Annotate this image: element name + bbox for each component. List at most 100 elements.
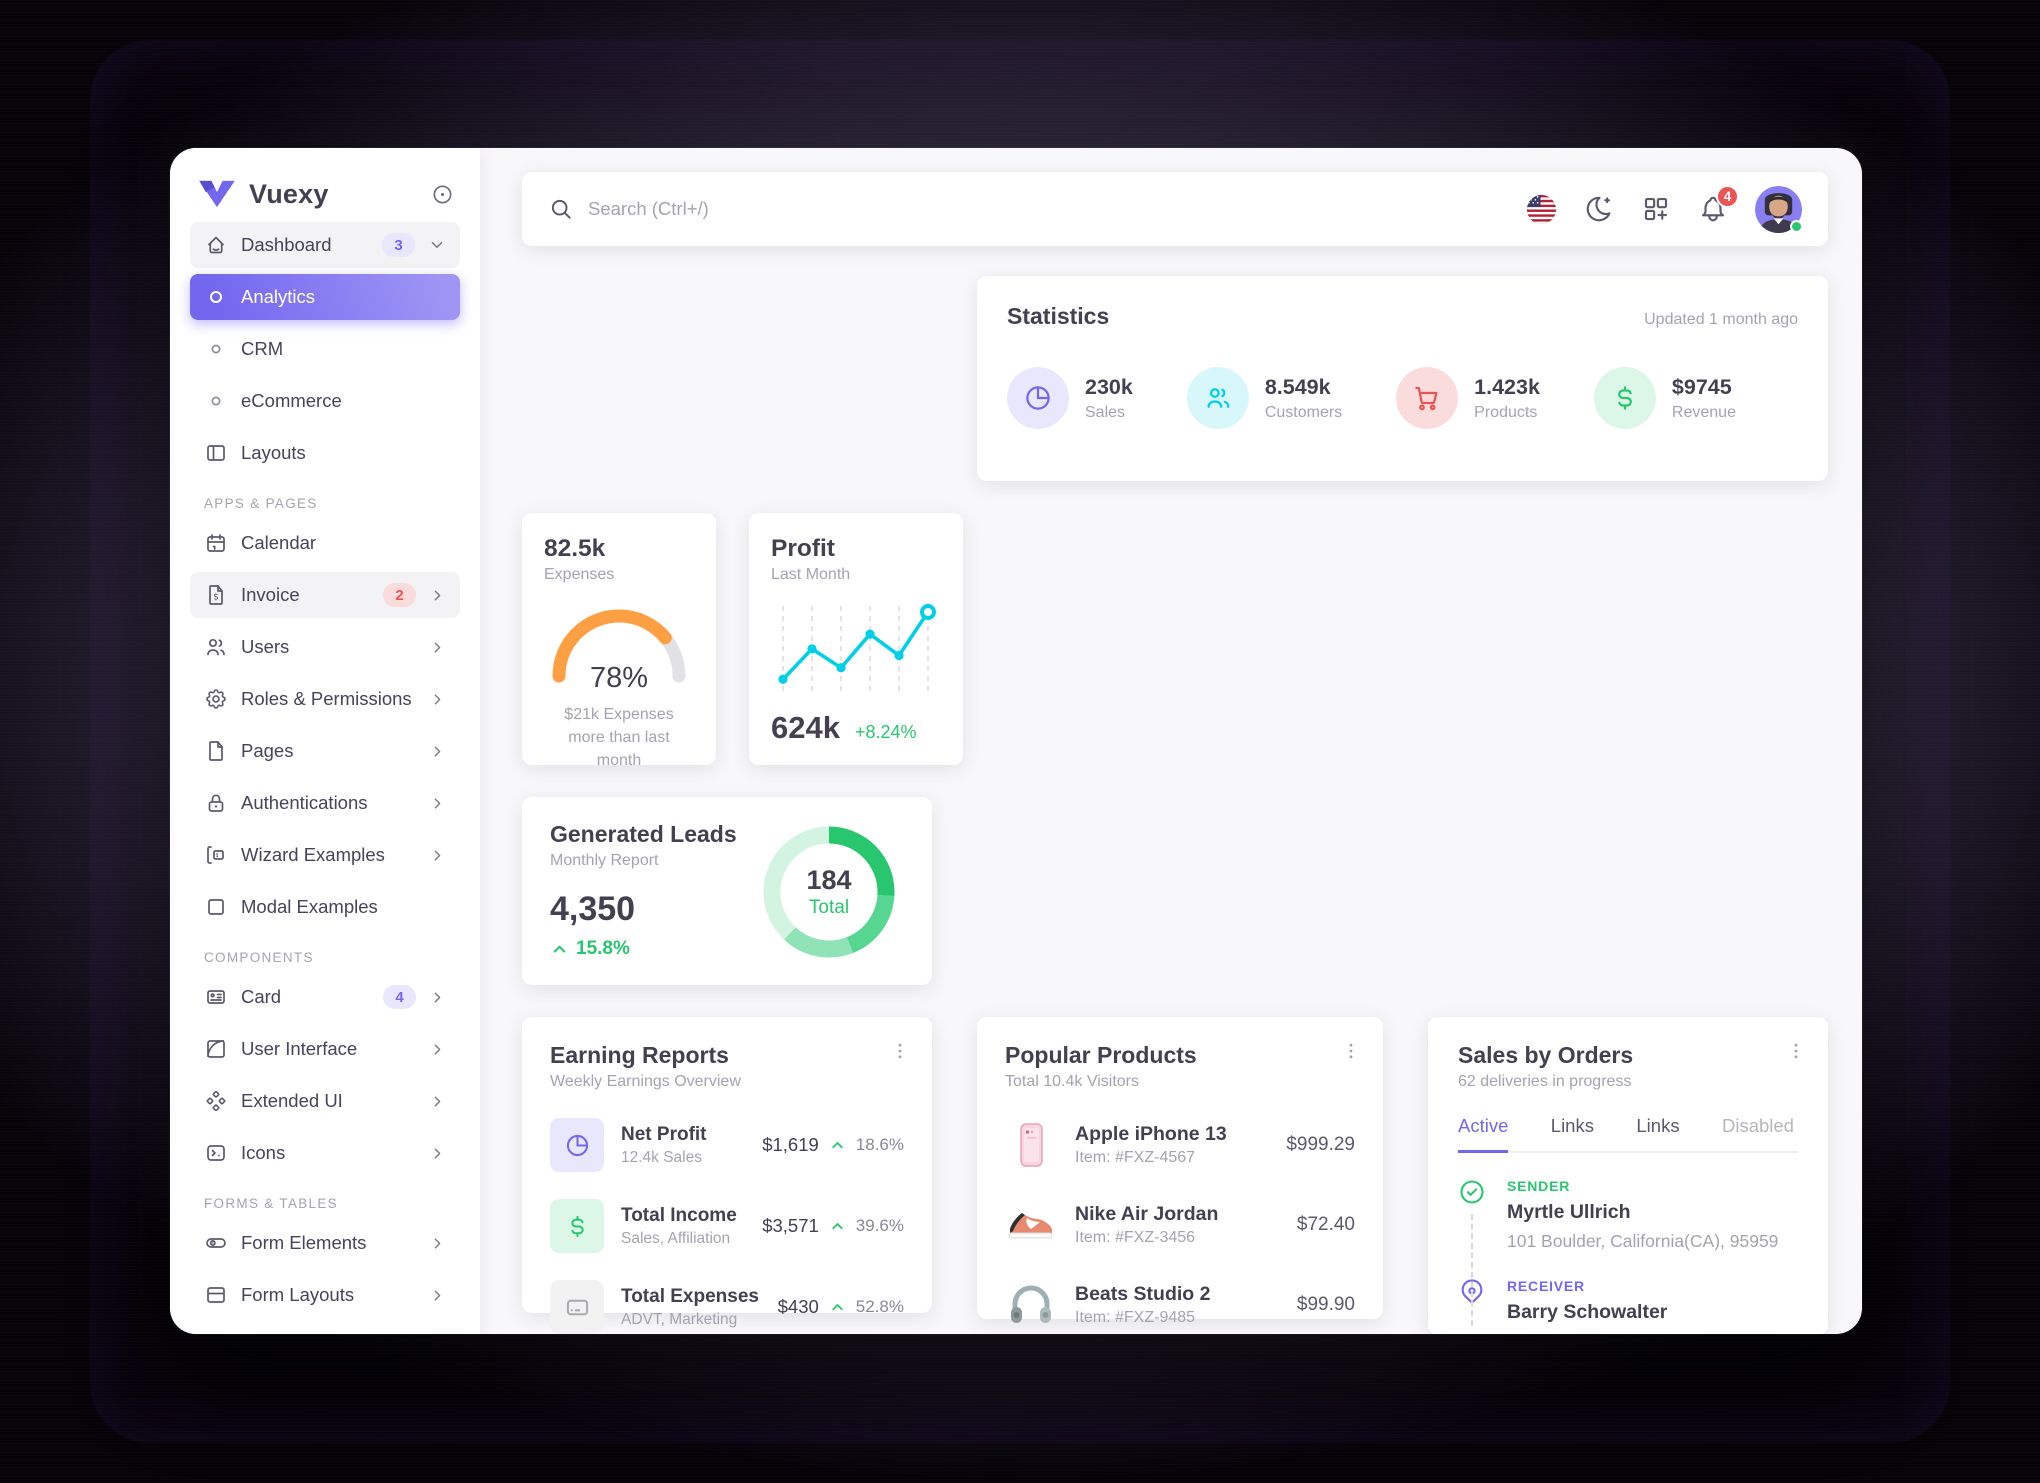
sidebar-item-user-interface[interactable]: User Interface: [190, 1026, 460, 1072]
users-icon: [204, 635, 228, 659]
expenses-value: 82.5k: [544, 535, 606, 562]
sidebar-section-components: COMPONENTS: [204, 949, 314, 965]
product-image-headphones: [1005, 1279, 1057, 1331]
product-item-code: Item: #FXZ-9485: [1075, 1309, 1196, 1326]
sidebar-nav: Dashboard 3 Analytics CRM eCommerce Layo…: [190, 222, 460, 1318]
chevron-right-icon: [429, 1145, 446, 1162]
user-avatar[interactable]: [1755, 185, 1803, 233]
receiver-name: Barry Schowalter: [1507, 1301, 1668, 1323]
earning-row-value: $1,619: [762, 1134, 819, 1155]
earning-row-title: Net Profit: [621, 1123, 707, 1145]
lock-icon: [204, 791, 228, 815]
earning-title: Earning Reports: [550, 1042, 729, 1068]
stat-value: 8.549k: [1264, 374, 1331, 399]
sidebar-item-crm[interactable]: CRM: [190, 326, 460, 372]
timeline-dashed-line: [1471, 1214, 1473, 1326]
sidebar-item-pages[interactable]: Pages: [190, 728, 460, 774]
sidebar-item-card[interactable]: Card 4: [190, 974, 460, 1020]
search-bar[interactable]: [548, 196, 1526, 222]
shortcuts-grid-icon[interactable]: [1641, 194, 1671, 224]
sidebar-item-extended-ui[interactable]: Extended UI: [190, 1078, 460, 1124]
earning-row-change: 52.8%: [855, 1297, 904, 1316]
sidebar-item-wizard-examples[interactable]: Wizard Examples: [190, 832, 460, 878]
chevron-up-icon: [829, 1299, 846, 1316]
toggle-icon: [204, 1231, 228, 1255]
tab-links-2[interactable]: Links: [1636, 1115, 1680, 1136]
product-name: Beats Studio 2: [1075, 1283, 1211, 1305]
sidebar-item-form-elements[interactable]: Form Elements: [190, 1220, 460, 1266]
sidebar-item-dashboard[interactable]: Dashboard 3: [190, 222, 460, 268]
invoice-badge: 2: [383, 583, 416, 607]
wizard-icon: [204, 843, 228, 867]
search-input[interactable]: [588, 198, 1526, 220]
sidebar-item-invoice[interactable]: $ Invoice 2: [190, 572, 460, 618]
kebab-menu-icon[interactable]: [1786, 1041, 1806, 1066]
dark-mode-moon-icon[interactable]: [1584, 194, 1614, 224]
language-flag-icon[interactable]: [1526, 194, 1557, 225]
topbar: 4: [522, 172, 1828, 246]
currency-dollar-icon: [550, 1199, 604, 1253]
sidebar-item-form-layouts[interactable]: Form Layouts: [190, 1272, 460, 1318]
tab-disabled[interactable]: Disabled: [1721, 1115, 1794, 1136]
sidebar-item-icons[interactable]: Icons: [190, 1130, 460, 1176]
leads-change: 15.8%: [576, 938, 630, 959]
sidebar-item-roles-permissions[interactable]: Roles & Permissions: [190, 676, 460, 722]
chevron-right-icon: [429, 691, 446, 708]
chevron-up-icon: [829, 1137, 846, 1154]
product-row-nike: Nike Air Jordan Item: #FXZ-3456 $72.40: [1005, 1199, 1355, 1251]
stat-value: 230k: [1085, 374, 1133, 399]
product-image-sneaker: [1005, 1199, 1057, 1251]
stat-value: $9745: [1671, 374, 1732, 399]
stat-label: Sales: [1085, 403, 1126, 421]
popular-products-card: Popular Products Total 10.4k Visitors Ap…: [977, 1017, 1383, 1326]
currency-dollar-icon: [1593, 367, 1656, 429]
sender-entry: SENDER Myrtle Ullrich 101 Boulder, Calif…: [1458, 1178, 1798, 1252]
sidebar-item-ecommerce[interactable]: eCommerce: [190, 378, 460, 424]
chevron-down-icon: [428, 236, 446, 254]
chevron-right-icon: [429, 743, 446, 760]
profit-subtitle: Last Month: [771, 566, 851, 583]
chevron-right-icon: [429, 989, 446, 1006]
sidebar-item-analytics[interactable]: Analytics: [190, 274, 460, 320]
chart-pie-icon: [1007, 367, 1069, 429]
sales-title: Sales by Orders: [1458, 1042, 1634, 1068]
stat-sales: 230k Sales: [1007, 367, 1133, 429]
vuexy-logo-icon: [199, 180, 235, 208]
search-icon: [548, 196, 574, 222]
sender-name: Myrtle Ullrich: [1507, 1201, 1631, 1223]
tab-links-1[interactable]: Links: [1550, 1115, 1594, 1136]
statistics-title: Statistics: [1007, 303, 1110, 329]
stat-label: Products: [1474, 403, 1538, 421]
earning-reports-card: Earning Reports Weekly Earnings Overview…: [522, 1017, 932, 1334]
sidebar-section-apps-pages: APPS & PAGES: [204, 495, 318, 511]
leads-title: Generated Leads: [550, 821, 737, 847]
product-row-iphone: Apple iPhone 13 Item: #FXZ-4567 $999.29: [1005, 1119, 1355, 1171]
leads-value: 4,350: [550, 890, 636, 928]
sidebar-item-users[interactable]: Users: [190, 624, 460, 670]
sidebar-item-authentications[interactable]: Authentications: [190, 780, 460, 826]
notifications-bell-icon[interactable]: 4: [1698, 185, 1739, 224]
kebab-menu-icon[interactable]: [1341, 1041, 1361, 1066]
earning-row-value: $3,571: [762, 1215, 819, 1236]
sidebar-item-calendar[interactable]: Calendar: [190, 520, 460, 566]
sidebar-section-forms-tables: FORMS & TABLES: [204, 1195, 338, 1211]
kebab-menu-icon[interactable]: [890, 1041, 910, 1066]
sidebar-pin-icon[interactable]: [431, 183, 454, 206]
profit-change: +8.24%: [854, 722, 917, 742]
earning-row-title: Total Expenses: [621, 1285, 759, 1307]
sidebar-item-modal-examples[interactable]: Modal Examples: [190, 884, 460, 930]
receiver-entry: RECEIVER Barry Schowalter 939 Orange, Ca…: [1458, 1278, 1798, 1334]
product-name: Nike Air Jordan: [1075, 1203, 1219, 1225]
shopping-cart-icon: [1396, 367, 1459, 429]
donut-total-label: Total: [808, 897, 850, 918]
products-title: Popular Products: [1005, 1042, 1197, 1068]
stat-label: Customers: [1264, 403, 1343, 421]
stat-products: 1.423k Products: [1396, 367, 1540, 429]
notification-count-badge: 4: [1716, 185, 1739, 208]
credit-card-icon: [550, 1280, 604, 1334]
product-price: $999.29: [1286, 1134, 1355, 1155]
sidebar-item-layouts[interactable]: Layouts: [190, 430, 460, 476]
tab-active[interactable]: Active: [1458, 1115, 1509, 1153]
earning-row-net-profit: Net Profit 12.4k Sales $1,619 18.6%: [550, 1118, 904, 1172]
earning-row-value: $430: [777, 1296, 819, 1317]
